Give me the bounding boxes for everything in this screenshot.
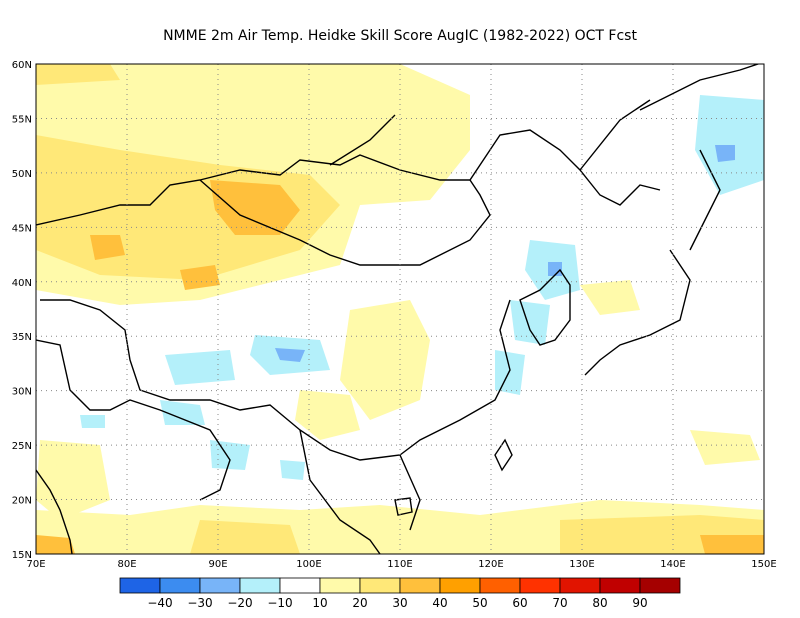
lat-label: 15N — [12, 550, 32, 561]
colorbar-label: 50 — [472, 596, 487, 610]
colorbar-label: −20 — [227, 596, 252, 610]
lon-label: 110E — [387, 559, 412, 570]
chart-title: NMME 2m Air Temp. Heidke Skill Score Aug… — [163, 28, 637, 44]
lon-label: 150E — [751, 559, 776, 570]
colorbar-label: 40 — [432, 596, 447, 610]
lat-label: 25N — [12, 441, 32, 452]
lat-axis-labels: 15N 20N 25N 30N 35N 40N 45N 50N 55N 60N — [12, 60, 32, 561]
positive-skill-region — [210, 180, 300, 235]
lat-label: 30N — [12, 387, 32, 398]
lat-label: 50N — [12, 169, 32, 180]
lon-label: 130E — [569, 559, 594, 570]
lon-label: 120E — [478, 559, 503, 570]
colorbar-label: 90 — [632, 596, 647, 610]
negative-skill-region — [210, 440, 250, 470]
gridlines — [36, 64, 764, 554]
positive-skill-region — [295, 390, 360, 440]
positive-skill-region — [340, 300, 430, 420]
colorbar-label: 70 — [552, 596, 567, 610]
lat-label: 60N — [12, 60, 32, 71]
colorbar-swatch — [559, 577, 601, 594]
positive-skill-region — [36, 535, 75, 554]
negative-skill-region — [160, 400, 205, 425]
colorbar-swatch — [399, 577, 441, 594]
colorbar-label: −30 — [187, 596, 212, 610]
colorbar-swatch — [439, 577, 481, 594]
positive-skill-region — [690, 430, 760, 465]
positive-skill-region — [580, 280, 640, 315]
colorbar-swatch — [319, 577, 361, 594]
lat-label: 35N — [12, 332, 32, 343]
colorbar-label: 20 — [352, 596, 367, 610]
negative-skill-region — [495, 350, 525, 395]
colorbar-swatch — [119, 577, 161, 594]
colorbar-label: 60 — [512, 596, 527, 610]
colorbar-swatch — [279, 577, 321, 594]
colorbar-swatch — [359, 577, 401, 594]
colorbar-swatch — [199, 577, 241, 594]
lat-label: 40N — [12, 278, 32, 289]
lon-label: 70E — [26, 559, 45, 570]
negative-skill-region — [165, 350, 235, 385]
negative-skill-region — [280, 460, 305, 480]
colorbar-swatch — [479, 577, 521, 594]
colorbar: −40 −30 −20 −10 10 20 30 40 50 60 70 80 90 — [119, 577, 681, 610]
negative-skill-region — [548, 262, 562, 276]
lon-label: 80E — [117, 559, 136, 570]
lat-label: 55N — [12, 114, 32, 125]
lon-label: 140E — [660, 559, 685, 570]
lon-axis-labels: 70E 80E 90E 100E 110E 120E 130E 140E 150E — [26, 559, 776, 570]
colorbar-label: −10 — [267, 596, 292, 610]
colorbar-swatch — [159, 577, 201, 594]
colorbar-swatch — [239, 577, 281, 594]
negative-skill-region — [715, 145, 735, 162]
positive-skill-region — [180, 265, 220, 290]
colorbar-label: 10 — [312, 596, 327, 610]
positive-skill-region — [36, 64, 120, 85]
colorbar-label: 80 — [592, 596, 607, 610]
colorbar-swatch — [519, 577, 561, 594]
colorbar-label: −40 — [147, 596, 172, 610]
positive-skill-region — [190, 520, 300, 554]
positive-skill-region — [90, 235, 125, 260]
negative-skill-region — [80, 415, 105, 428]
negative-skill-region — [510, 300, 550, 345]
colorbar-swatch — [639, 577, 681, 594]
lat-label: 20N — [12, 496, 32, 507]
negative-skill-region — [275, 348, 305, 362]
lon-label: 90E — [208, 559, 227, 570]
colorbar-swatch — [599, 577, 641, 594]
colorbar-label: 30 — [392, 596, 407, 610]
coastlines — [36, 64, 761, 554]
positive-skill-region — [700, 535, 764, 554]
lat-label: 45N — [12, 223, 32, 234]
positive-skill-region — [36, 64, 370, 160]
lon-label: 100E — [296, 559, 321, 570]
